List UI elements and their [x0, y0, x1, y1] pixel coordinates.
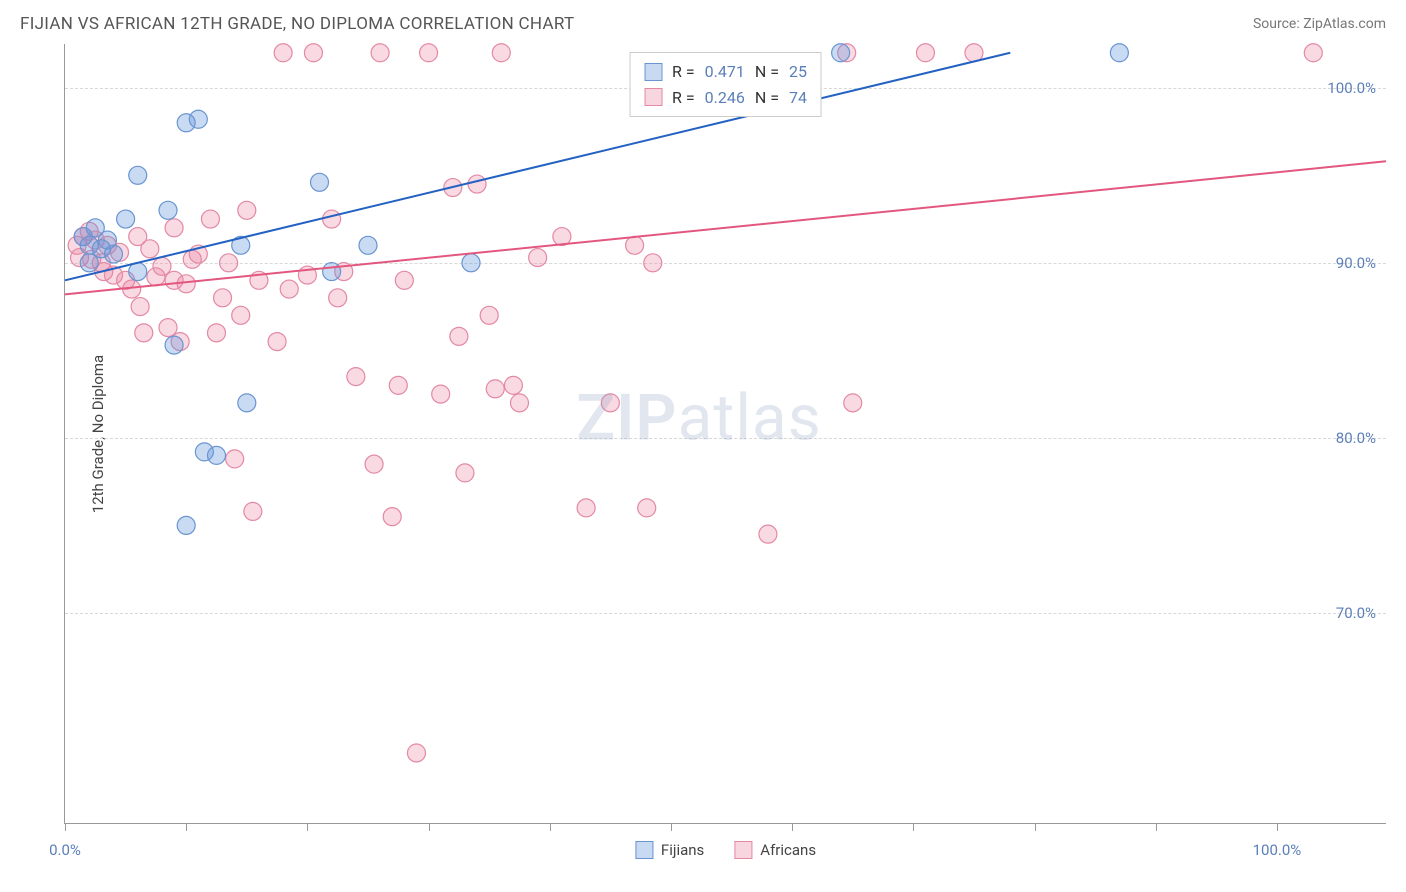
chart-title: FIJIAN VS AFRICAN 12TH GRADE, NO DIPLOMA…: [20, 14, 574, 34]
r-value-fijians: 0.471: [705, 59, 745, 85]
swatch-fijians-icon: [635, 841, 653, 859]
legend-item-africans: Africans: [734, 841, 816, 859]
r-value-africans: 0.246: [705, 85, 745, 111]
chart-container: 12th Grade, No Diploma 70.0%80.0%90.0%10…: [64, 44, 1386, 824]
n-label: N =: [755, 59, 779, 85]
correlation-row-africans: R = 0.246 N = 74: [644, 85, 807, 111]
n-label: N =: [755, 85, 779, 111]
series-legend: Fijians Africans: [635, 841, 816, 859]
swatch-fijians-icon: [644, 63, 662, 81]
swatch-africans-icon: [734, 841, 752, 859]
plot-area: 12th Grade, No Diploma 70.0%80.0%90.0%10…: [64, 44, 1386, 824]
chart-source: Source: ZipAtlas.com: [1253, 16, 1386, 32]
legend-label-africans: Africans: [760, 841, 816, 859]
chart-header: FIJIAN VS AFRICAN 12TH GRADE, NO DIPLOMA…: [0, 0, 1406, 44]
r-label: R =: [672, 85, 695, 111]
legend-item-fijians: Fijians: [635, 841, 704, 859]
n-value-fijians: 25: [789, 59, 807, 85]
scatter-svg: [65, 44, 1386, 823]
correlation-row-fijians: R = 0.471 N = 25: [644, 59, 807, 85]
n-value-africans: 74: [789, 85, 807, 111]
r-label: R =: [672, 59, 695, 85]
legend-label-fijians: Fijians: [661, 841, 704, 859]
correlation-legend: R = 0.471 N = 25 R = 0.246 N = 74: [629, 52, 822, 117]
swatch-africans-icon: [644, 88, 662, 106]
